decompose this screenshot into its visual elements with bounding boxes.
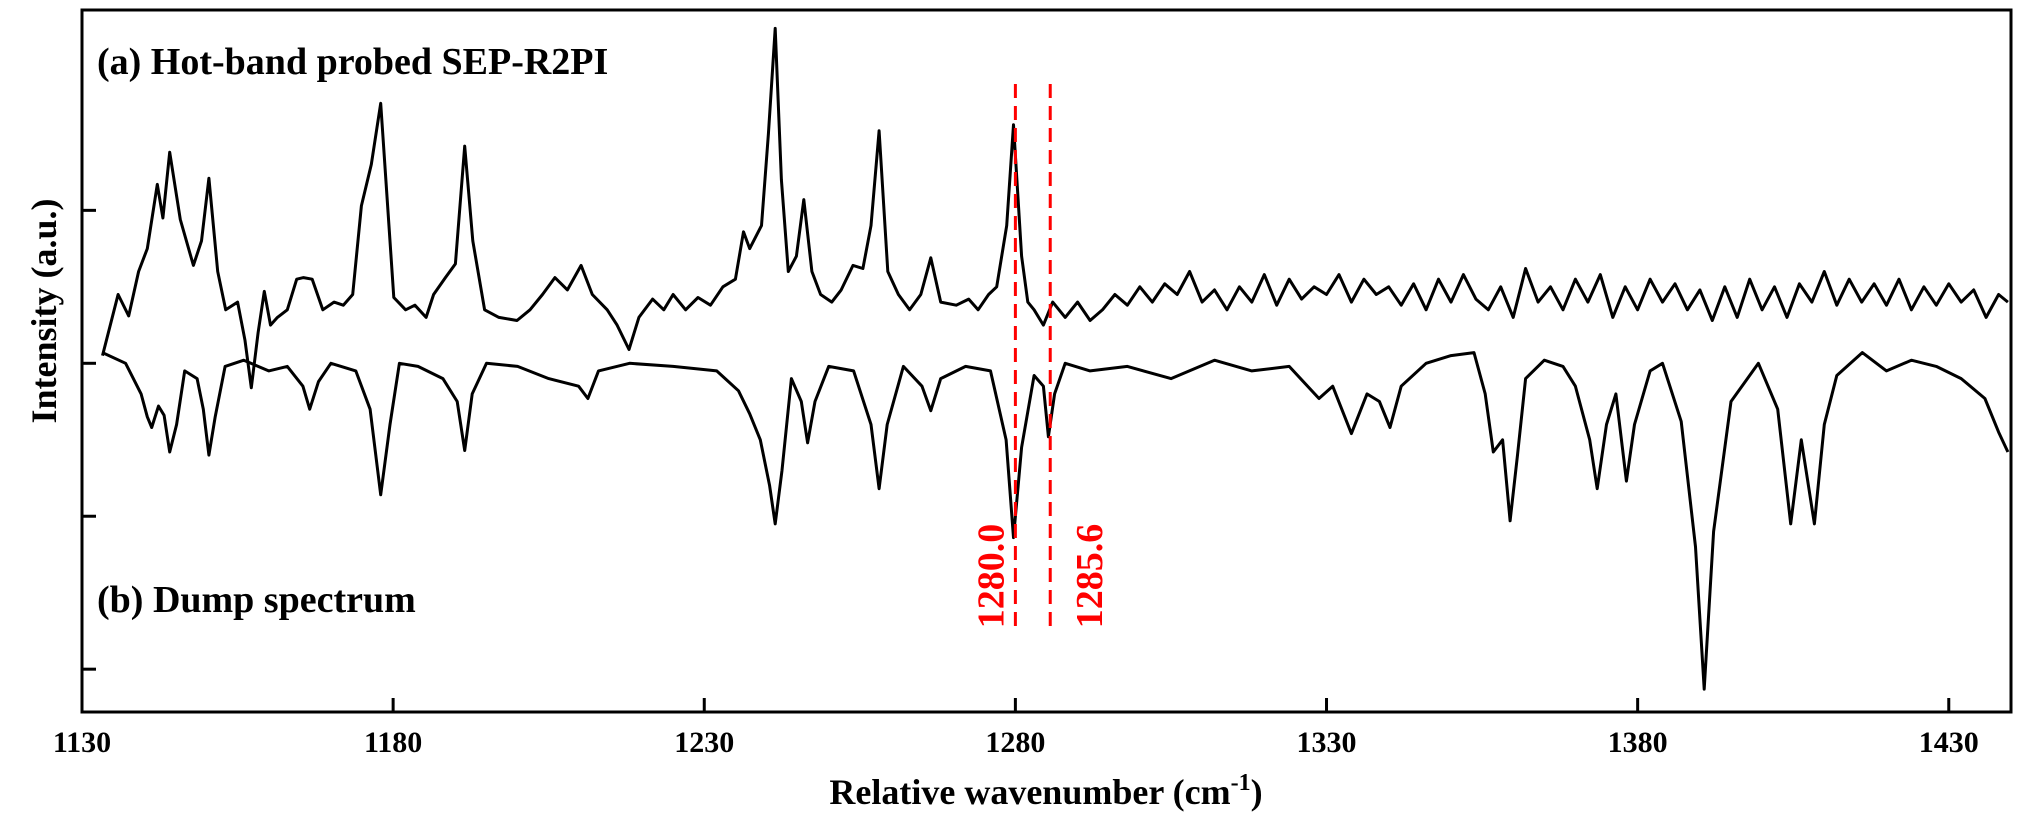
spectrum-line	[101, 351, 2010, 691]
x-axis-title: Relative wavenumber (cm-1)	[829, 770, 1262, 812]
plot-frame	[80, 8, 2013, 714]
x-tick-label: 1430	[1919, 726, 1979, 759]
x-tick-label: 1230	[674, 726, 734, 759]
annotation: (a) Hot-band probed SEP-R2PI	[97, 41, 608, 83]
x-tick-label: 1330	[1297, 726, 1357, 759]
x-tick-label: 1280	[985, 726, 1045, 759]
annotation: (b) Dump spectrum	[97, 579, 416, 621]
y-axis-title: Intensity (a.u.)	[24, 198, 64, 423]
x-tick-label: 1130	[53, 726, 111, 759]
marker-label: 1285.6	[1069, 524, 1111, 629]
x-axis-title-part: )	[1251, 772, 1263, 812]
spectrum-line	[101, 26, 2009, 390]
x-axis-title-sup: -1	[1231, 770, 1251, 796]
marker-label: 1280.0	[970, 524, 1012, 629]
x-tick-label: 1180	[364, 726, 422, 759]
x-axis-title-part: Relative wavenumber (cm	[829, 772, 1230, 812]
x-tick-label: 1380	[1608, 726, 1668, 759]
